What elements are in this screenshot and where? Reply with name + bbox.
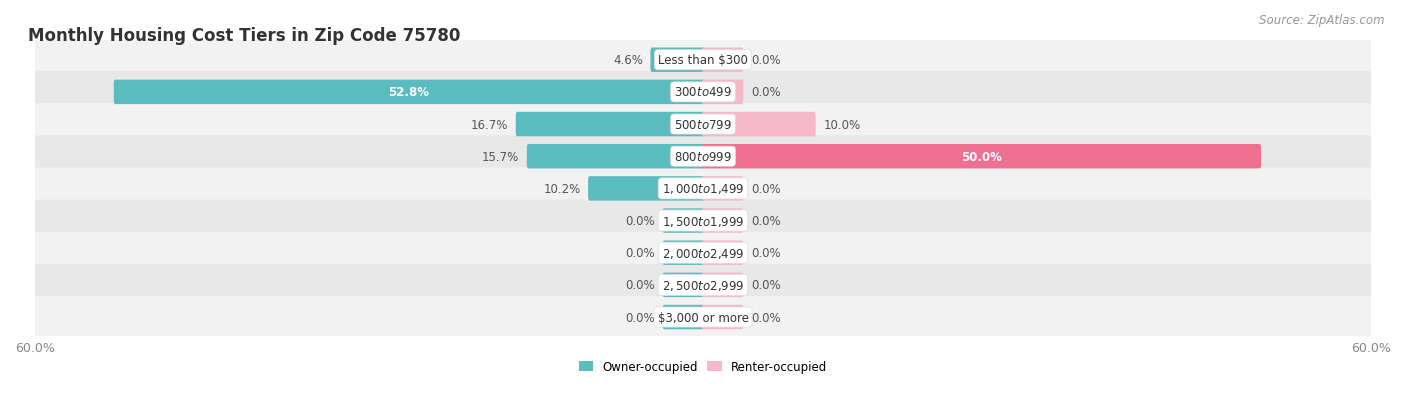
FancyBboxPatch shape <box>702 145 1261 169</box>
FancyBboxPatch shape <box>527 145 704 169</box>
Text: 0.0%: 0.0% <box>751 86 780 99</box>
Legend: Owner-occupied, Renter-occupied: Owner-occupied, Renter-occupied <box>574 356 832 378</box>
Text: 0.0%: 0.0% <box>751 183 780 195</box>
FancyBboxPatch shape <box>28 168 1378 210</box>
FancyBboxPatch shape <box>114 81 704 105</box>
FancyBboxPatch shape <box>516 113 704 137</box>
Text: $1,500 to $1,999: $1,500 to $1,999 <box>662 214 744 228</box>
Text: 0.0%: 0.0% <box>751 311 780 324</box>
Text: $1,000 to $1,499: $1,000 to $1,499 <box>662 182 744 196</box>
Text: Monthly Housing Cost Tiers in Zip Code 75780: Monthly Housing Cost Tiers in Zip Code 7… <box>28 27 461 45</box>
Text: 0.0%: 0.0% <box>751 54 780 67</box>
FancyBboxPatch shape <box>702 81 744 105</box>
FancyBboxPatch shape <box>28 200 1378 242</box>
Text: 50.0%: 50.0% <box>960 150 1002 163</box>
FancyBboxPatch shape <box>28 72 1378 114</box>
Text: 0.0%: 0.0% <box>626 279 655 292</box>
Text: $300 to $499: $300 to $499 <box>673 86 733 99</box>
FancyBboxPatch shape <box>702 48 744 73</box>
Text: 16.7%: 16.7% <box>471 118 508 131</box>
FancyBboxPatch shape <box>28 297 1378 338</box>
FancyBboxPatch shape <box>28 264 1378 306</box>
Text: 0.0%: 0.0% <box>751 279 780 292</box>
FancyBboxPatch shape <box>662 241 704 265</box>
FancyBboxPatch shape <box>662 305 704 330</box>
FancyBboxPatch shape <box>28 232 1378 274</box>
FancyBboxPatch shape <box>28 40 1378 81</box>
Text: $2,000 to $2,499: $2,000 to $2,499 <box>662 246 744 260</box>
Text: 0.0%: 0.0% <box>626 214 655 228</box>
Text: 4.6%: 4.6% <box>613 54 643 67</box>
Text: 0.0%: 0.0% <box>626 311 655 324</box>
FancyBboxPatch shape <box>28 136 1378 178</box>
Text: 15.7%: 15.7% <box>482 150 519 163</box>
FancyBboxPatch shape <box>588 177 704 201</box>
FancyBboxPatch shape <box>28 104 1378 146</box>
Text: 0.0%: 0.0% <box>751 214 780 228</box>
FancyBboxPatch shape <box>702 177 744 201</box>
Text: $2,500 to $2,999: $2,500 to $2,999 <box>662 278 744 292</box>
FancyBboxPatch shape <box>651 48 704 73</box>
FancyBboxPatch shape <box>702 273 744 297</box>
Text: $800 to $999: $800 to $999 <box>673 150 733 163</box>
Text: Source: ZipAtlas.com: Source: ZipAtlas.com <box>1260 14 1385 27</box>
FancyBboxPatch shape <box>702 305 744 330</box>
Text: $500 to $799: $500 to $799 <box>673 118 733 131</box>
Text: Less than $300: Less than $300 <box>658 54 748 67</box>
FancyBboxPatch shape <box>662 273 704 297</box>
FancyBboxPatch shape <box>702 113 815 137</box>
FancyBboxPatch shape <box>702 241 744 265</box>
Text: 0.0%: 0.0% <box>626 247 655 260</box>
Text: 10.2%: 10.2% <box>543 183 581 195</box>
FancyBboxPatch shape <box>702 209 744 233</box>
Text: 10.0%: 10.0% <box>824 118 860 131</box>
Text: $3,000 or more: $3,000 or more <box>658 311 748 324</box>
Text: 0.0%: 0.0% <box>751 247 780 260</box>
FancyBboxPatch shape <box>662 209 704 233</box>
Text: 52.8%: 52.8% <box>388 86 430 99</box>
